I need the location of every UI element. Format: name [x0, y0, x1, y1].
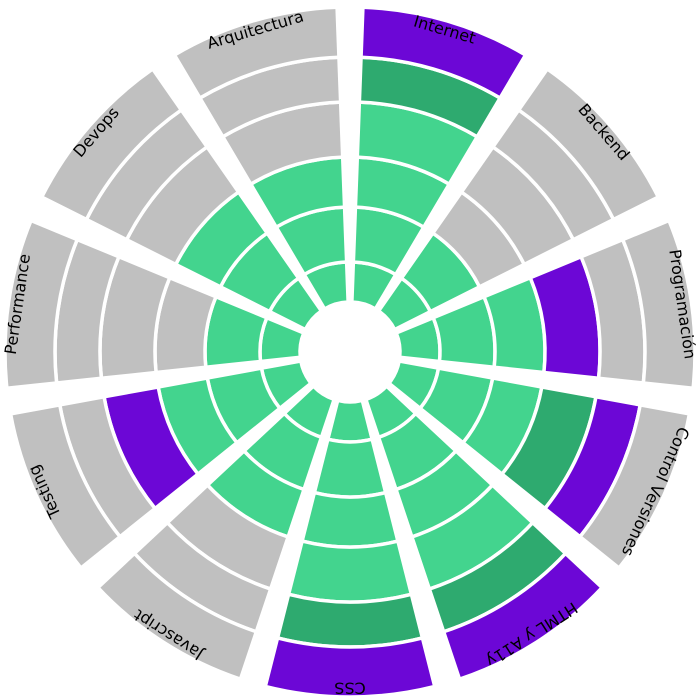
segment-internet-level-6: [359, 5, 528, 101]
segment-backend-level-6: [516, 66, 661, 222]
segment-css-level-4: [286, 538, 414, 604]
segment-css-level-6: [263, 635, 437, 699]
segment-css-level-1: [325, 398, 375, 444]
segment-arquitectura-level-6: [172, 5, 341, 101]
segment-programacion-level-6: [620, 218, 697, 391]
segment-css-level-5: [275, 592, 425, 649]
segment-css-level-2: [312, 437, 388, 499]
segment-css-level-3: [299, 490, 401, 549]
segment-javascript-level-6: [95, 550, 259, 682]
segment-control-versiones-level-6: [577, 402, 692, 571]
category-label-css: CSS: [334, 679, 365, 698]
segment-html-y-a11y-level-6: [441, 550, 605, 682]
segment-performance-level-6: [3, 218, 80, 391]
segment-testing-level-6: [8, 402, 123, 571]
segment-devops-level-6: [39, 66, 184, 222]
segments-group: [3, 5, 697, 699]
